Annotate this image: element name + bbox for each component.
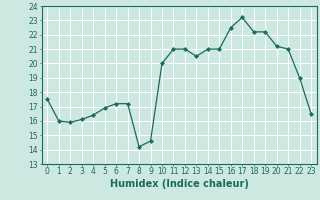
X-axis label: Humidex (Indice chaleur): Humidex (Indice chaleur) [110, 179, 249, 189]
